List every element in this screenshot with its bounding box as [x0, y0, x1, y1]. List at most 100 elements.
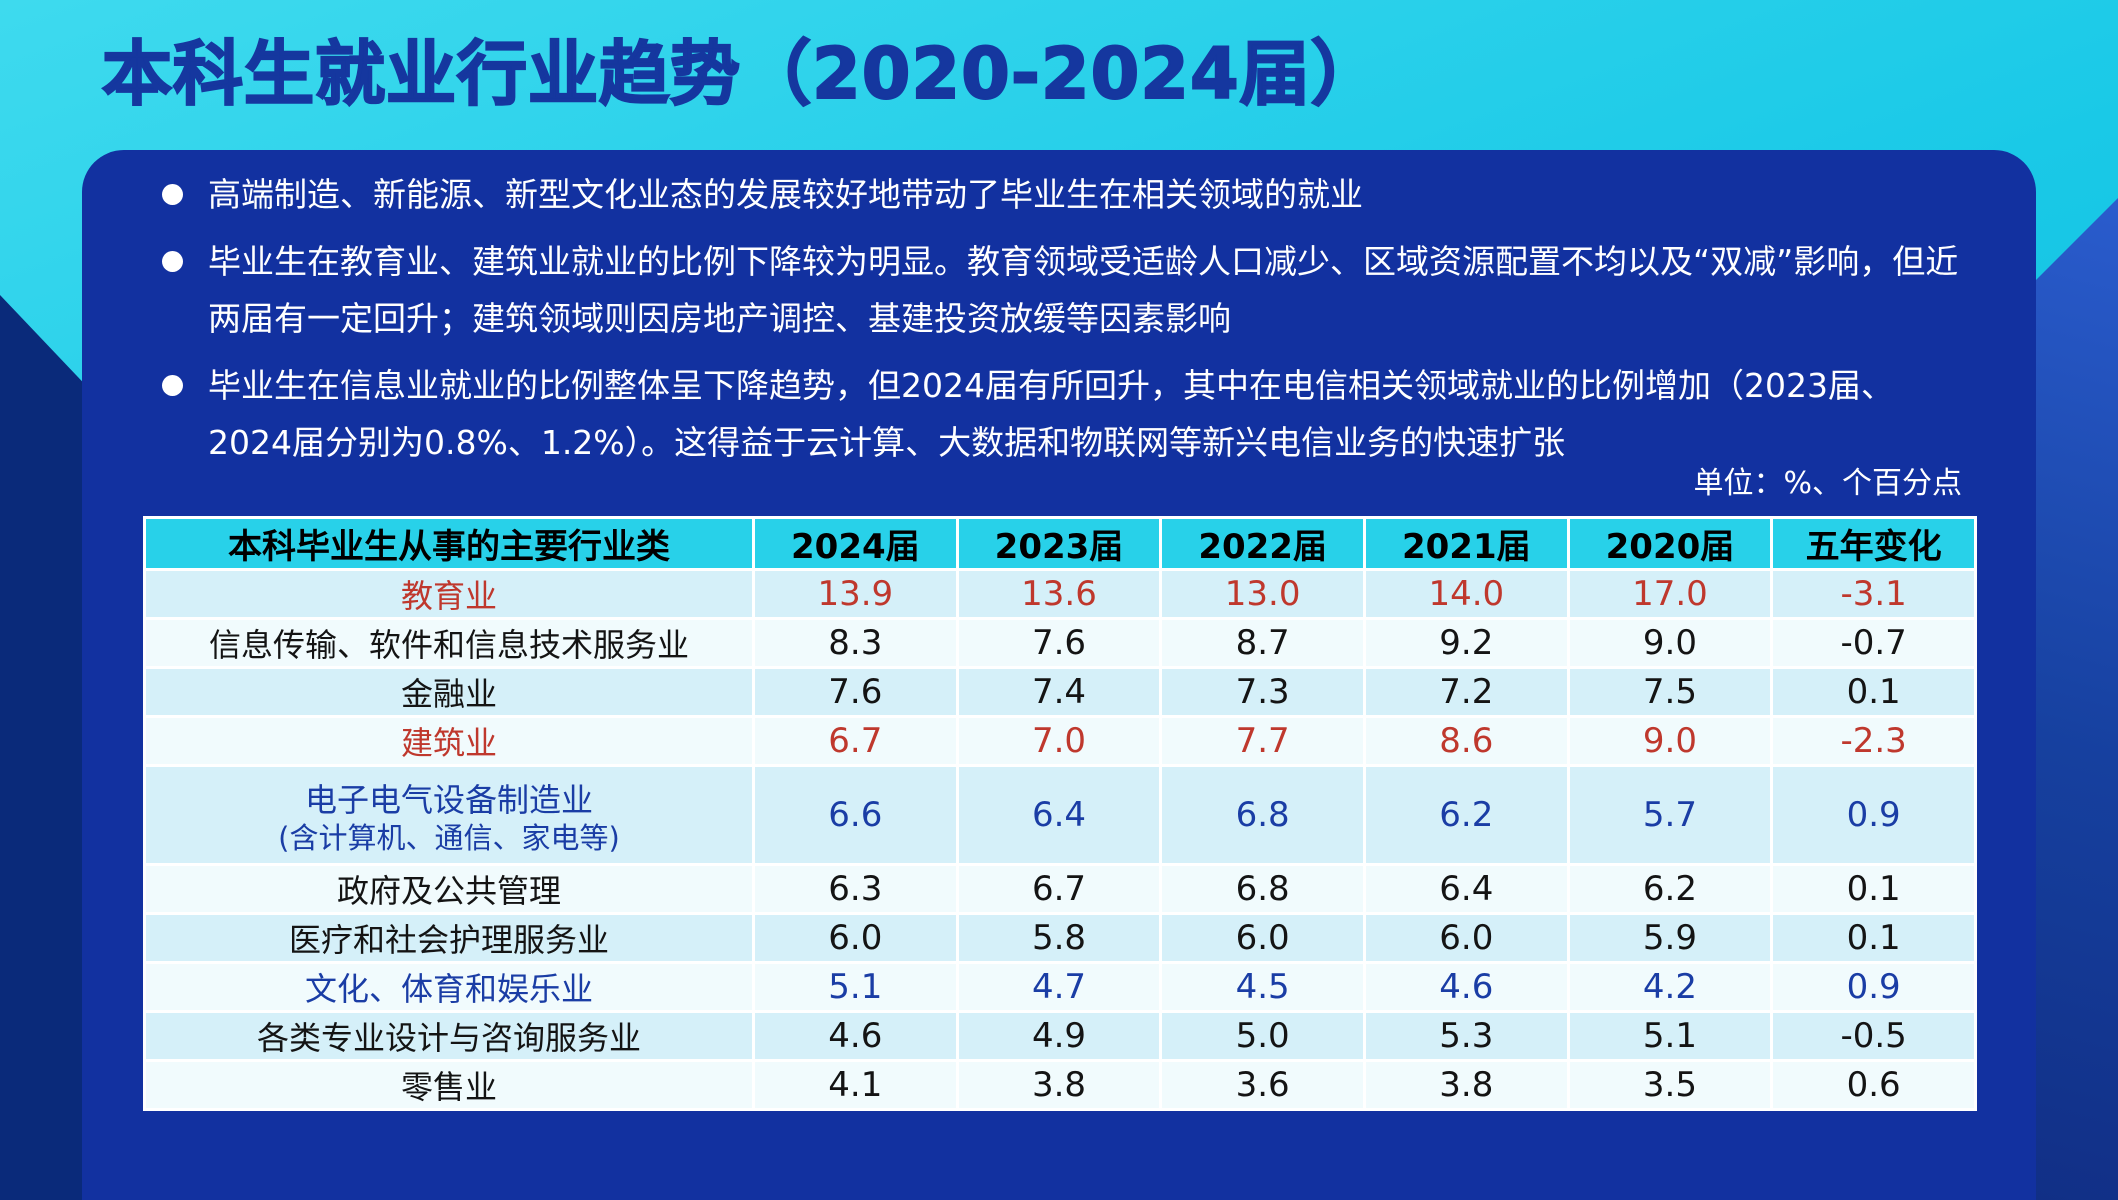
industry-label-cell: 各类专业设计与咨询服务业: [143, 1010, 755, 1062]
industry-label: 电子电气设备制造业: [304, 780, 593, 819]
value-cell: 4.5: [1159, 961, 1366, 1013]
value-cell: 8.6: [1362, 715, 1570, 767]
industry-label-cell: 零售业: [143, 1059, 755, 1111]
value-cell: -2.3: [1770, 715, 1977, 767]
value-cell: 9.0: [1566, 715, 1774, 767]
background-decoration-right: [2026, 198, 2118, 1200]
slide-title: 本科生就业行业趋势（2020-2024届）: [101, 32, 1382, 116]
value-cell: 6.6: [752, 764, 959, 866]
value-cell: 6.0: [1159, 912, 1366, 964]
bullet-icon: [162, 251, 183, 272]
content-panel: 高端制造、新能源、新型文化业态的发展较好地带动了毕业生在相关领域的就业 毕业生在…: [82, 150, 2036, 1200]
table-header-cell: 五年变化: [1770, 516, 1977, 571]
industry-label-cell: 政府及公共管理: [143, 863, 755, 915]
table-header-cell: 2023届: [955, 516, 1163, 571]
industry-label: 各类专业设计与咨询服务业: [256, 1019, 641, 1057]
industry-label-cell: 文化、体育和娱乐业: [143, 961, 755, 1013]
value-cell: 14.0: [1362, 568, 1570, 620]
table-header-industry: 本科毕业生从事的主要行业类: [143, 516, 755, 571]
value-cell: 0.9: [1770, 764, 1977, 866]
value-cell: 5.1: [752, 961, 959, 1013]
value-cell: 7.5: [1566, 666, 1774, 718]
value-cell: 4.6: [1362, 961, 1570, 1013]
industry-label-cell: 金融业: [143, 666, 755, 718]
value-cell: 7.4: [955, 666, 1163, 718]
value-cell: 7.7: [1159, 715, 1366, 767]
value-cell: 6.3: [752, 863, 959, 915]
industry-label-cell: 建筑业: [143, 715, 755, 767]
table-header-cell: 2021届: [1362, 516, 1570, 571]
value-cell: 13.6: [955, 568, 1163, 620]
industry-table: 本科毕业生从事的主要行业类 2024届 2023届 2022届 2021届 2020届 五年…: [143, 516, 1977, 1111]
value-cell: 8.3: [752, 617, 959, 669]
bullet-text: 毕业生在信息业就业的比例整体呈下降趋势，但2024届有所回升，其中在电信相关领域…: [208, 366, 1894, 462]
industry-label-cell: 教育业: [143, 568, 755, 620]
bullet-item: 毕业生在信息业就业的比例整体呈下降趋势，但2024届有所回升，其中在电信相关领域…: [162, 357, 1972, 471]
bullet-icon: [162, 375, 183, 396]
bullet-item: 高端制造、新能源、新型文化业态的发展较好地带动了毕业生在相关领域的就业: [162, 166, 1972, 223]
value-cell: 6.0: [752, 912, 959, 964]
value-cell: 5.3: [1362, 1010, 1570, 1062]
value-cell: 6.4: [955, 764, 1163, 866]
table-header-cell: 2024届: [752, 516, 959, 571]
bullet-item: 毕业生在教育业、建筑业就业的比例下降较为明显。教育领域受适龄人口减少、区域资源配…: [162, 233, 1972, 347]
value-cell: 5.7: [1566, 764, 1774, 866]
value-cell: 6.8: [1159, 764, 1366, 866]
value-cell: 13.0: [1159, 568, 1366, 620]
value-cell: 4.2: [1566, 961, 1774, 1013]
table-row: 教育业 13.9 13.6 13.0 14.0 17.0 -3.1: [143, 568, 1977, 620]
table-header-cell: 2022届: [1159, 516, 1366, 571]
value-cell: 7.2: [1362, 666, 1570, 718]
value-cell: 6.2: [1362, 764, 1570, 866]
table-header-cell: 2020届: [1566, 516, 1774, 571]
bullet-text: 毕业生在教育业、建筑业就业的比例下降较为明显。教育领域受适龄人口减少、区域资源配…: [208, 242, 1959, 338]
bullet-text: 高端制造、新能源、新型文化业态的发展较好地带动了毕业生在相关领域的就业: [208, 175, 1363, 214]
industry-label: 文化、体育和娱乐业: [304, 970, 593, 1008]
value-cell: 4.9: [955, 1010, 1163, 1062]
bullet-icon: [162, 184, 183, 205]
table-row: 信息传输、软件和信息技术服务业 8.3 7.6 8.7 9.2 9.0 -0.7: [143, 617, 1977, 669]
table-row: 各类专业设计与咨询服务业 4.6 4.9 5.0 5.3 5.1 -0.5: [143, 1010, 1977, 1062]
value-cell: 0.1: [1770, 863, 1977, 915]
bullet-list: 高端制造、新能源、新型文化业态的发展较好地带动了毕业生在相关领域的就业 毕业生在…: [82, 150, 2036, 471]
value-cell: 6.7: [752, 715, 959, 767]
industry-label-cell: 医疗和社会护理服务业: [143, 912, 755, 964]
value-cell: 7.6: [955, 617, 1163, 669]
value-cell: 8.7: [1159, 617, 1366, 669]
table-row: 文化、体育和娱乐业 5.1 4.7 4.5 4.6 4.2 0.9: [143, 961, 1977, 1013]
value-cell: 3.8: [1362, 1059, 1570, 1111]
industry-label-cell: 电子电气设备制造业 (含计算机、通信、家电等): [143, 764, 755, 866]
industry-label-cell: 信息传输、软件和信息技术服务业: [143, 617, 755, 669]
value-cell: 6.7: [955, 863, 1163, 915]
value-cell: 4.7: [955, 961, 1163, 1013]
value-cell: 9.2: [1362, 617, 1570, 669]
value-cell: 7.0: [955, 715, 1163, 767]
industry-label: 信息传输、软件和信息技术服务业: [208, 626, 689, 664]
value-cell: 6.4: [1362, 863, 1570, 915]
value-cell: 13.9: [752, 568, 959, 620]
industry-label: 金融业: [400, 675, 497, 713]
value-cell: 7.3: [1159, 666, 1366, 718]
value-cell: 0.9: [1770, 961, 1977, 1013]
table-row: 建筑业 6.7 7.0 7.7 8.6 9.0 -2.3: [143, 715, 1977, 767]
industry-sublabel: (含计算机、通信、家电等): [278, 820, 620, 855]
table-header-row: 本科毕业生从事的主要行业类 2024届 2023届 2022届 2021届 2020届 五年…: [143, 516, 1977, 571]
value-cell: -0.7: [1770, 617, 1977, 669]
value-cell: 4.1: [752, 1059, 959, 1111]
table-row: 零售业 4.1 3.8 3.6 3.8 3.5 0.6: [143, 1059, 1977, 1111]
value-cell: -3.1: [1770, 568, 1977, 620]
industry-label: 建筑业: [400, 724, 497, 762]
table-row: 电子电气设备制造业 (含计算机、通信、家电等) 6.6 6.4 6.8 6.2 5.7 0.9: [143, 764, 1977, 866]
unit-note: 单位：%、个百分点: [1693, 466, 1962, 501]
value-cell: 5.9: [1566, 912, 1774, 964]
value-cell: 7.6: [752, 666, 959, 718]
value-cell: 6.0: [1362, 912, 1570, 964]
value-cell: 0.1: [1770, 666, 1977, 718]
table-row: 政府及公共管理 6.3 6.7 6.8 6.4 6.2 0.1: [143, 863, 1977, 915]
value-cell: 5.1: [1566, 1010, 1774, 1062]
table-row: 金融业 7.6 7.4 7.3 7.2 7.5 0.1: [143, 666, 1977, 718]
value-cell: 0.1: [1770, 912, 1977, 964]
value-cell: 4.6: [752, 1010, 959, 1062]
value-cell: 5.0: [1159, 1010, 1366, 1062]
